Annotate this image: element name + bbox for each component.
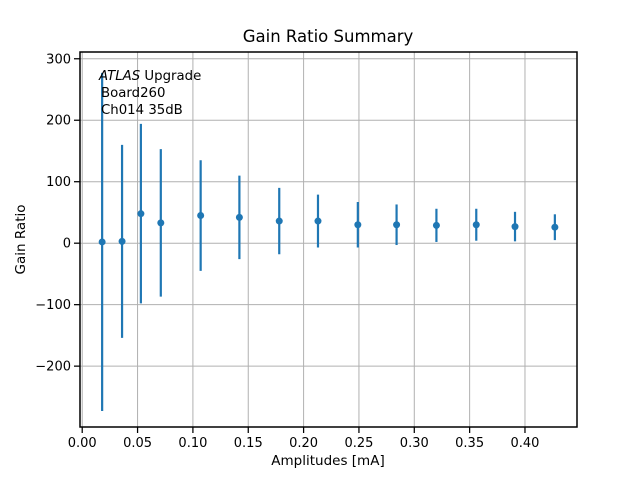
data-point-marker: [354, 221, 362, 229]
data-point-marker: [197, 212, 205, 220]
y-tick-label: 0: [63, 237, 71, 252]
chart-title: Gain Ratio Summary: [243, 27, 414, 46]
data-point-marker: [511, 223, 519, 231]
x-tick-label: 0.10: [178, 436, 207, 451]
y-axis-label: Gain Ratio: [13, 205, 29, 275]
x-axis-label: Amplitudes [mA]: [271, 453, 384, 469]
data-point-marker: [98, 238, 106, 246]
y-tick-label: 300: [46, 52, 71, 67]
x-tick-label: 0.30: [400, 436, 429, 451]
annotation-experiment-name: ATLAS: [98, 69, 141, 84]
data-point-marker: [235, 213, 243, 221]
data-point-marker: [472, 221, 480, 229]
data-point-marker: [551, 223, 559, 231]
data-point-marker: [393, 221, 401, 229]
annotation-line-1-rest: Upgrade: [140, 69, 201, 84]
annotation-line-3: Ch014 35dB: [101, 103, 183, 118]
annotation-line-1: ATLAS Upgrade: [98, 69, 201, 84]
x-tick-label: 0.15: [234, 436, 263, 451]
x-tick-label: 0.40: [510, 436, 539, 451]
x-tick-label: 0.20: [289, 436, 318, 451]
data-series-layer: [98, 72, 559, 412]
x-tick-label: 0.25: [344, 436, 373, 451]
y-tick-label: 100: [46, 175, 71, 190]
plot-border: [79, 51, 578, 428]
data-point-marker: [275, 217, 283, 225]
x-tick-label: 0.00: [68, 436, 97, 451]
data-point-marker: [432, 221, 440, 229]
axis-layer: 0.00 0.05 0.10 0.15 0.20 0.25 0.30 0.35 0.40 −200…: [35, 52, 539, 451]
data-point-marker: [137, 210, 145, 218]
data-point-marker: [314, 217, 322, 225]
data-point-marker: [157, 219, 165, 227]
grid-layer: [80, 52, 577, 427]
x-tick-label: 0.05: [123, 436, 152, 451]
annotation-line-2: Board260: [101, 86, 165, 101]
x-tick-label: 0.35: [455, 436, 484, 451]
y-tick-label: 200: [46, 114, 71, 129]
y-tick-label: −100: [35, 298, 71, 313]
y-tick-label: −200: [35, 360, 71, 375]
data-point-marker: [118, 237, 126, 245]
